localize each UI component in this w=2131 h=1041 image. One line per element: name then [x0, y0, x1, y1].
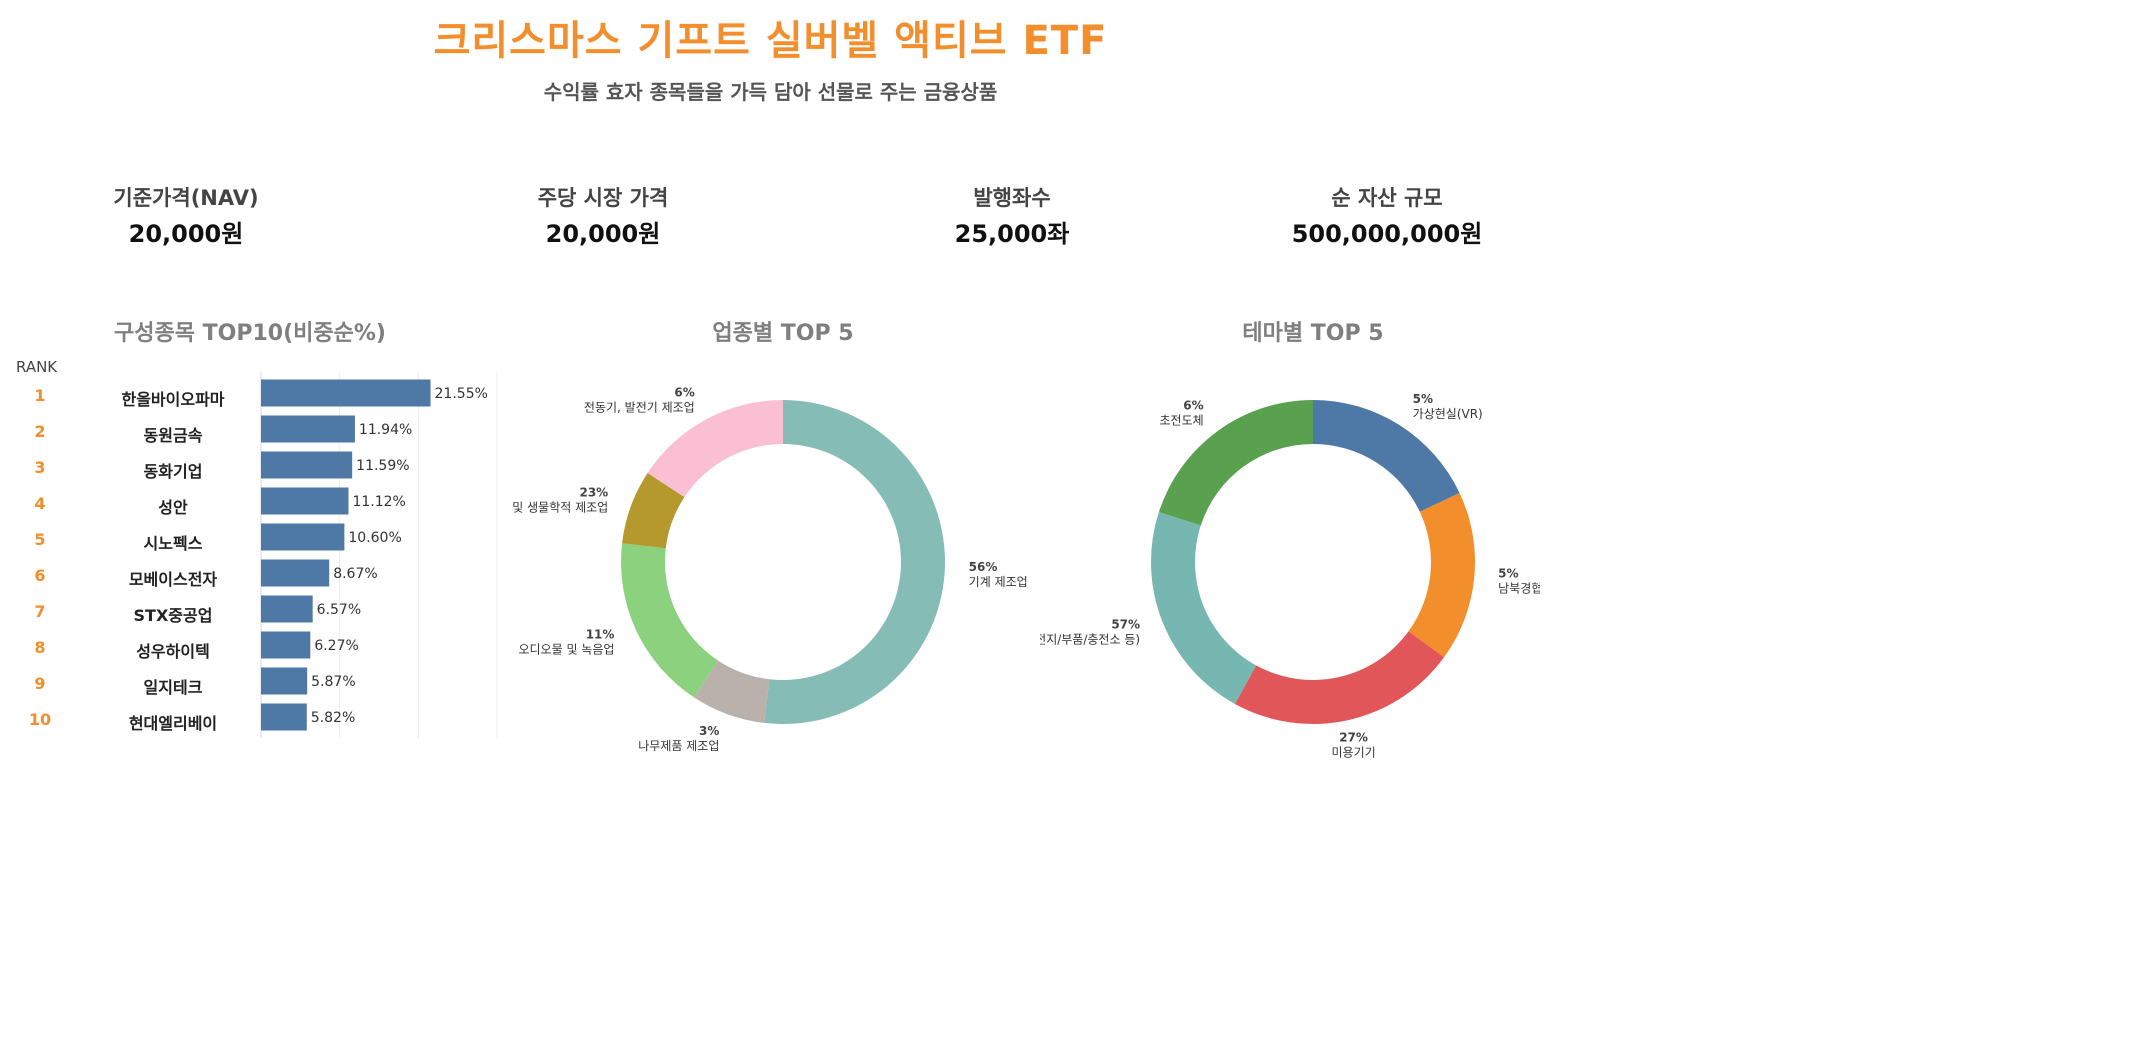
slice-percent-label: 5%: [1498, 567, 1518, 581]
donut-slice: [764, 400, 946, 724]
rank-number: 7: [34, 602, 46, 621]
slice-category-label: 수소차(연료전지/부품/충전소 등): [1040, 632, 1140, 646]
slice-percent-label: 11%: [586, 628, 615, 642]
rank-number: 10: [28, 710, 52, 729]
page-title: 크리스마스 기프트 실버벨 액티브 ETF: [433, 18, 1108, 64]
rank-number: 8: [34, 638, 46, 657]
slice-category-label: 오디오물 및 녹음업: [518, 643, 614, 657]
bar: [261, 451, 353, 479]
slice-category-label: 의약물질 및 생물학적 제조업: [512, 499, 608, 514]
bar: [261, 631, 311, 659]
slice-percent-label: 56%: [969, 560, 998, 574]
kpi-nav: 기준가격(NAV) 20,000원: [36, 182, 336, 249]
stock-name: 현대엘리베이: [128, 714, 218, 733]
rank-number: 5: [34, 530, 46, 549]
bar-value-label: 11.94%: [359, 422, 412, 438]
bar: [261, 667, 308, 695]
bar-value-label: 21.55%: [435, 386, 488, 402]
slice-percent-label: 23%: [579, 485, 608, 499]
donut-slice: [1408, 493, 1475, 658]
bar: [261, 487, 349, 515]
bar: [261, 379, 431, 407]
rank-number: 9: [34, 674, 46, 693]
kpi-shares: 발행좌수 25,000좌: [862, 182, 1162, 249]
donut-slice: [1158, 400, 1313, 526]
bar: [261, 703, 307, 731]
theme-donut-chart: 5%가상현실(VR)5%남북경협27%미용기기57%수소차(연료전지/부품/충전…: [1040, 392, 1540, 760]
rank-number: 6: [34, 566, 46, 585]
slice-category-label: 가상현실(VR): [1413, 407, 1483, 421]
stock-name: 동원금속: [143, 426, 203, 445]
bar: [261, 559, 330, 587]
industry-chart-title: 업종별 TOP 5: [712, 321, 854, 346]
slice-percent-label: 6%: [674, 385, 694, 399]
donut-slice: [647, 400, 783, 498]
top10-chart-title: 구성종목 TOP10(비중순%): [114, 321, 386, 346]
donut-slice: [1313, 400, 1460, 512]
bar-value-label: 11.12%: [352, 494, 405, 510]
rank-number: 2: [34, 422, 46, 441]
stock-name: 시노펙스: [143, 534, 203, 553]
donut-slice: [693, 660, 770, 723]
slice-percent-label: 6%: [1183, 399, 1203, 413]
slice-category-label: 나무제품 제조업: [638, 739, 719, 753]
bar: [261, 415, 355, 443]
bar: [261, 523, 345, 551]
rank-header: RANK: [16, 358, 58, 376]
donut-slice: [621, 543, 719, 698]
slice-percent-label: 3%: [699, 724, 719, 738]
stock-name: 동화기업: [143, 462, 203, 481]
kpi-market-price: 주당 시장 가격 20,000원: [453, 182, 753, 249]
page-subtitle: 수익률 효자 종목들을 가득 담아 선물로 주는 금융상품: [543, 80, 998, 104]
stock-name: 성안: [158, 498, 188, 517]
kpi-label: 순 자산 규모: [1331, 186, 1443, 210]
bar: [261, 595, 313, 623]
kpi-value: 20,000원: [128, 220, 244, 248]
top10-bar-chart: 21.55% 11.94% 11.59% 11.12% 10.60% 8.67% 6.57%…: [260, 372, 498, 738]
stock-name: STX중공업: [133, 606, 213, 625]
bar-value-label: 6.27%: [314, 638, 358, 654]
rank-number: 1: [34, 386, 46, 405]
slice-category-label: 전동기, 발전기 제조업: [584, 400, 695, 414]
kpi-label: 기준가격(NAV): [113, 186, 259, 210]
slice-category-label: 기계 제조업: [969, 575, 1028, 589]
donut-slice: [622, 472, 685, 549]
kpi-net-assets: 순 자산 규모 500,000,000원: [1237, 182, 1537, 249]
kpi-value: 500,000,000원: [1291, 220, 1483, 248]
slice-category-label: 초전도체: [1160, 414, 1204, 428]
bar-value-label: 5.82%: [311, 710, 355, 726]
bar-value-label: 6.57%: [317, 602, 361, 618]
slice-percent-label: 57%: [1111, 617, 1140, 631]
stock-name: 한올바이오파마: [121, 390, 225, 409]
donut-slice: [1151, 511, 1257, 704]
slice-percent-label: 27%: [1339, 731, 1368, 745]
slice-percent-label: 5%: [1413, 392, 1433, 406]
kpi-value: 25,000좌: [954, 220, 1070, 248]
donut-slice: [1234, 631, 1445, 724]
kpi-label: 발행좌수: [973, 186, 1051, 210]
stock-name: 모베이스전자: [128, 570, 218, 589]
bar-value-label: 5.87%: [311, 674, 355, 690]
rank-number: 3: [34, 458, 46, 477]
bar-value-label: 8.67%: [333, 566, 377, 582]
slice-category-label: 남북경협: [1498, 582, 1540, 596]
industry-donut-chart: 56%기계 제조업 3%나무제품 제조업 11%오디오물 및 녹음업 23%의약물질 …: [512, 385, 1028, 753]
theme-chart-title: 테마별 TOP 5: [1242, 321, 1384, 346]
slice-category-label: 미용기기: [1331, 746, 1375, 760]
kpi-label: 주당 시장 가격: [537, 186, 669, 210]
kpi-value: 20,000원: [545, 220, 661, 248]
rank-number: 4: [34, 494, 46, 513]
bar-value-label: 10.60%: [348, 530, 401, 546]
stock-name: 일지테크: [143, 678, 203, 697]
bar-value-label: 11.59%: [356, 458, 409, 474]
stock-name: 성우하이텍: [136, 642, 210, 661]
